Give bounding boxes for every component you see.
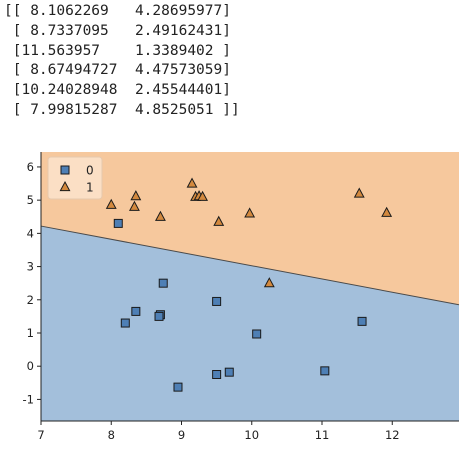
data-point-class-0 <box>212 296 222 306</box>
y-tick-label: 3 <box>27 260 34 274</box>
legend-label: 1 <box>86 181 94 195</box>
legend-marker <box>60 165 70 175</box>
data-point-class-0 <box>131 306 141 316</box>
output-line: [ 7.99815287 4.8525051 ]] <box>4 101 240 118</box>
y-tick-label: 0 <box>27 359 34 373</box>
x-tick-label: 7 <box>37 428 44 442</box>
decision-region-class-1 <box>41 152 459 305</box>
x-tick-label: 8 <box>108 428 115 442</box>
data-point-class-1 <box>105 198 117 209</box>
decision-regions <box>41 152 459 421</box>
legend-box <box>47 156 103 200</box>
data-point-class-1 <box>381 206 393 217</box>
x-tick-label: 9 <box>178 428 185 442</box>
data-point-class-1 <box>130 190 142 201</box>
data-point-class-0 <box>224 367 234 377</box>
legend: 01 <box>47 156 103 200</box>
decision-boundary <box>40 225 460 306</box>
data-point-class-0 <box>212 370 222 380</box>
data-point-class-0 <box>320 366 330 376</box>
data-point-class-0 <box>158 278 168 288</box>
data-point-class-0 <box>113 218 123 228</box>
output-line: [[ 8.1062269 4.28695977] <box>4 3 231 19</box>
data-point-class-0 <box>120 318 130 328</box>
output-line: [10.24028948 2.45544401] <box>4 82 231 99</box>
data-points <box>105 177 393 392</box>
x-tick-label: 10 <box>244 428 259 442</box>
data-point-class-0 <box>252 329 262 339</box>
data-point-class-1 <box>186 177 198 188</box>
legend-entry-class-1: 1 <box>59 180 94 195</box>
decision-region-class-0 <box>41 226 459 421</box>
data-point-class-1 <box>244 207 256 218</box>
y-tick-label: 5 <box>27 193 34 207</box>
output-line: [11.563957 1.3389402 ] <box>4 42 231 59</box>
data-point-class-0 <box>173 382 183 392</box>
data-point-class-0 <box>357 316 367 326</box>
printed-array-output: [[ 8.1062269 4.28695977] [ 8.7337095 2.4… <box>4 2 240 121</box>
data-point-class-1 <box>197 190 209 201</box>
data-point-class-1 <box>154 210 166 221</box>
data-point-class-0 <box>154 311 164 321</box>
output-line: [ 8.67494727 4.47573059] <box>4 62 231 79</box>
y-tick-label: 4 <box>27 226 34 240</box>
legend-entry-class-0: 0 <box>60 164 94 178</box>
legend-label: 0 <box>86 164 94 178</box>
decision-boundary-line <box>40 225 460 306</box>
x-tick-label: 12 <box>385 428 400 442</box>
data-point-class-1 <box>353 187 365 198</box>
y-tick-label: 1 <box>27 326 34 340</box>
y-tick-label: 2 <box>27 293 34 307</box>
data-point-class-1 <box>129 200 140 211</box>
legend-marker <box>59 180 71 192</box>
output-line: [ 8.7337095 2.49162431] <box>4 22 231 39</box>
y-tick-label: 6 <box>27 160 34 174</box>
x-tick-label: 11 <box>315 428 330 442</box>
data-point-class-1 <box>263 277 275 288</box>
y-tick-label: -1 <box>23 392 34 406</box>
data-point-class-1 <box>213 215 225 226</box>
